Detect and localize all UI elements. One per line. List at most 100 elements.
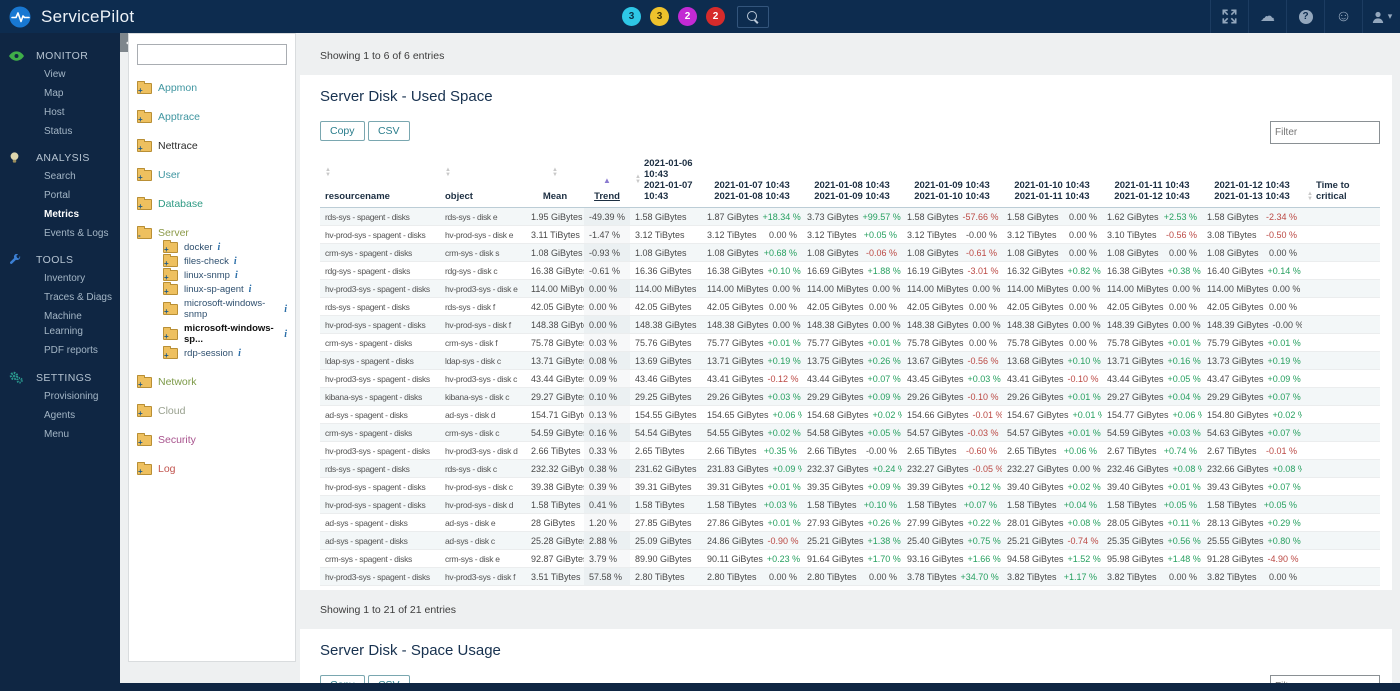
info-icon[interactable]: i — [284, 328, 287, 340]
cell-mean: 16.38 GiBytes — [531, 265, 584, 276]
copy-button-2[interactable]: Copy — [320, 675, 365, 683]
info-icon[interactable]: i — [234, 270, 238, 281]
folder-icon[interactable]: + — [137, 167, 152, 181]
sidebar-item-search[interactable]: Search — [44, 171, 76, 182]
sidebar-item-events-logs[interactable]: Events & Logs — [44, 228, 109, 239]
info-icon[interactable]: i — [238, 348, 241, 359]
fullscreen-icon[interactable] — [1210, 0, 1248, 33]
cell-value: 3.82 TiBytes — [1007, 571, 1057, 582]
sidebar-item-portal[interactable]: Portal — [44, 190, 71, 201]
smiley-icon[interactable]: ☺ — [1324, 0, 1362, 33]
folder-icon[interactable]: + — [137, 374, 152, 388]
copy-button[interactable]: Copy — [320, 121, 365, 141]
alert-badge-cyan[interactable]: 3 — [622, 7, 641, 26]
search-box[interactable] — [737, 6, 769, 28]
help-icon[interactable]: ? — [1286, 0, 1324, 33]
column-header-date-2[interactable]: 2021-01-07 10:43 2021-01-08 10:43 — [702, 154, 802, 208]
folder-icon[interactable]: + — [137, 196, 152, 210]
folder-icon[interactable]: + — [163, 268, 178, 282]
info-icon[interactable]: i — [217, 242, 221, 253]
column-header-date-4[interactable]: 2021-01-09 10:43 2021-01-10 10:43 — [902, 154, 1002, 208]
folder-icon[interactable]: + — [137, 432, 152, 446]
tree-item-nettrace[interactable]: + Nettrace — [137, 138, 287, 152]
filter-input[interactable] — [1270, 121, 1380, 144]
folder-icon[interactable]: + — [137, 138, 152, 152]
tree-item-microsoft-windows-snmp[interactable]: + microsoft-windows-snmp i — [163, 298, 287, 320]
sidebar-item-agents[interactable]: Agents — [44, 410, 76, 421]
tree-item-log[interactable]: + Log — [137, 461, 287, 475]
tree-item-files-check[interactable]: + files-check i — [163, 254, 287, 268]
tree-search-input[interactable] — [137, 44, 287, 65]
filter-input-2[interactable] — [1270, 675, 1380, 683]
cell-value: 114.00 MiBytes — [1007, 283, 1069, 294]
tree-item-server[interactable]: - Server — [137, 225, 287, 239]
column-header-date-3[interactable]: 2021-01-08 10:43 2021-01-09 10:43 — [802, 154, 902, 208]
tree-item-linux-sp-agent[interactable]: + linux-sp-agent i — [163, 282, 287, 296]
user-menu[interactable]: ▾ — [1362, 0, 1400, 33]
column-header-date-7[interactable]: 2021-01-12 10:43 2021-01-13 10:43 — [1202, 154, 1302, 208]
cell-delta: +1.38 % — [867, 535, 901, 546]
cell-delta: +0.07 % — [1267, 391, 1301, 402]
column-label: Time to critical — [1315, 180, 1350, 202]
tree-item-cloud[interactable]: + Cloud — [137, 403, 287, 417]
sidebar-item-traces-diags[interactable]: Traces & Diags — [44, 292, 112, 303]
csv-button-2[interactable]: CSV — [367, 675, 410, 683]
info-icon[interactable]: i — [284, 303, 287, 315]
alert-badge-yellow[interactable]: 3 — [650, 7, 669, 26]
sidebar-item-machine-learning[interactable]: Machine Learning — [44, 311, 83, 337]
folder-icon[interactable]: + — [137, 109, 152, 123]
sidebar-item-inventory[interactable]: Inventory — [44, 273, 86, 284]
column-header-mean[interactable]: ▲ ▼ Mean — [526, 154, 584, 208]
folder-icon[interactable]: + — [163, 346, 178, 360]
folder-icon[interactable]: + — [137, 403, 152, 417]
cell-time-to-critical — [1302, 424, 1380, 442]
column-header-date-5[interactable]: 2021-01-10 10:43 2021-01-11 10:43 — [1002, 154, 1102, 208]
folder-icon[interactable]: - — [137, 225, 152, 239]
cell-delta: 0.00 % — [1268, 301, 1297, 312]
tree-item-docker[interactable]: + docker i — [163, 240, 287, 254]
tree-item-user[interactable]: + User — [137, 167, 287, 181]
csv-button[interactable]: CSV — [367, 121, 410, 141]
sidebar-item-host[interactable]: Host — [44, 107, 65, 118]
tree-item-rdp-session[interactable]: + rdp-session i — [163, 346, 287, 360]
folder-icon[interactable]: + — [163, 326, 178, 340]
sidebar-item-map[interactable]: Map — [44, 88, 64, 99]
sidebar-item-pdf-reports[interactable]: PDF reports — [44, 345, 98, 356]
info-icon[interactable]: i — [248, 284, 252, 295]
folder-icon[interactable]: + — [137, 461, 152, 475]
tree-item-database[interactable]: + Database — [137, 196, 287, 210]
info-icon[interactable]: i — [233, 256, 237, 267]
folder-icon[interactable]: + — [163, 282, 178, 296]
column-header-date-1[interactable]: ▲ ▼ 2021-01-06 10:43 2021-01-07 10:43 — [630, 154, 702, 208]
cell-delta: +0.03 % — [767, 391, 801, 402]
column-header-resourcename[interactable]: ▲ ▼ resourcename — [320, 154, 440, 208]
alert-badge-red[interactable]: 2 — [706, 7, 725, 26]
tree-item-network[interactable]: + Network — [137, 374, 287, 388]
header-row: ▲ ▼ resourcename ▲ ▼ object ▲ ▼ Mean ▲ Trend ▲ ▼ 2021… — [320, 154, 1380, 208]
sidebar-item-view[interactable]: View — [44, 69, 66, 80]
tree-item-apptrace[interactable]: + Apptrace — [137, 109, 287, 123]
sidebar-item-status[interactable]: Status — [44, 126, 73, 137]
column-header-time-to-critical[interactable]: ▲ ▼ Time to critical — [1302, 154, 1380, 208]
folder-icon[interactable]: + — [163, 301, 178, 315]
column-header-object[interactable]: ▲ ▼ object — [440, 154, 526, 208]
tree-item-security[interactable]: + Security — [137, 432, 287, 446]
cloud-icon[interactable]: ☁ — [1248, 0, 1286, 33]
cell-trend: 3.79 % — [584, 549, 630, 568]
cell-delta: +0.04 % — [1167, 391, 1201, 402]
folder-icon[interactable]: + — [163, 240, 178, 254]
cell-time-to-critical — [1302, 478, 1380, 496]
cell-date-2: 16.38 GiBytes +0.10 % — [702, 262, 802, 280]
tree-item-microsoft-windows-sp[interactable]: + microsoft-windows-sp... i — [163, 323, 287, 345]
sidebar-item-menu[interactable]: Menu — [44, 429, 70, 440]
column-header-trend[interactable]: ▲ Trend — [584, 154, 630, 208]
sidebar-item-provisioning[interactable]: Provisioning — [44, 391, 99, 402]
sidebar-item-metrics[interactable]: Metrics — [44, 209, 80, 220]
tree-item-linux-snmp[interactable]: + linux-snmp i — [163, 268, 287, 282]
column-header-date-6[interactable]: 2021-01-11 10:43 2021-01-12 10:43 — [1102, 154, 1202, 208]
folder-icon[interactable]: + — [163, 254, 178, 268]
alert-badge-purple[interactable]: 2 — [678, 7, 697, 26]
tree-item-appmon[interactable]: + Appmon — [137, 80, 287, 94]
folder-icon[interactable]: + — [137, 80, 152, 94]
cell-value: 232.66 GiBytes — [1207, 463, 1269, 474]
